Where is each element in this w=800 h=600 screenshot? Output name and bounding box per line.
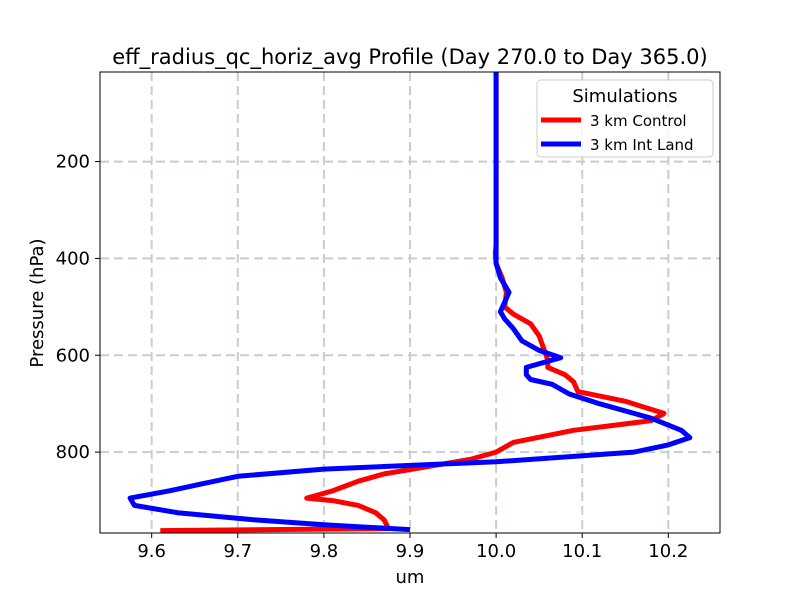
legend-box [536,79,714,158]
legend-title: Simulations [572,86,677,107]
x-tick-label: 10.1 [562,541,602,562]
series-layer [127,72,693,534]
x-tick-label: 9.6 [137,541,166,562]
x-axis-label: um [396,567,425,588]
x-tick-label: 9.9 [396,541,425,562]
grid [100,72,720,533]
y-tick-label: 800 [56,442,90,463]
legend: Simulations 3 km Control 3 km Int Land [536,79,714,158]
x-tick-label: 9.7 [223,541,252,562]
series-3km-int-land-line [127,72,693,533]
chart-title: eff_radius_qc_horiz_avg Profile (Day 270… [112,45,707,70]
y-ticks: 200 400 600 800 [56,152,100,463]
y-tick-label: 600 [56,345,90,366]
x-tick-label: 10.2 [648,541,688,562]
y-axis-label: Pressure (hPa) [27,238,48,367]
x-tick-label: 10.0 [476,541,516,562]
x-ticks: 9.6 9.7 9.8 9.9 10.0 10.1 10.2 [137,533,688,562]
y-tick-label: 400 [56,248,90,269]
x-tick-label: 9.8 [310,541,339,562]
y-tick-label: 200 [56,152,90,173]
legend-label-3km-control: 3 km Control [590,112,687,130]
legend-label-3km-int-land: 3 km Int Land [590,136,694,154]
